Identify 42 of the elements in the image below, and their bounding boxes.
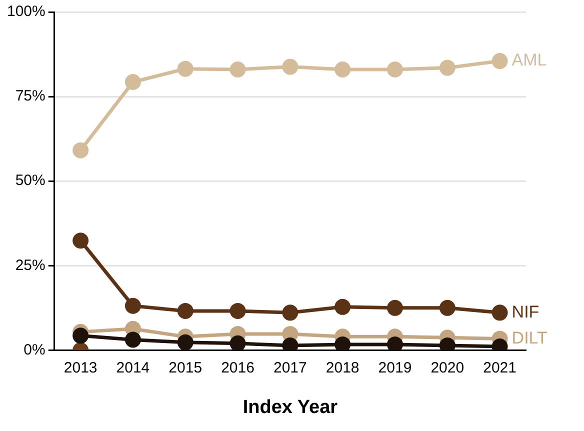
point xyxy=(334,336,351,350)
point xyxy=(386,61,403,78)
point xyxy=(282,58,298,75)
x-tick-label: 2018 xyxy=(326,359,360,376)
x-tick-label: 2016 xyxy=(221,359,254,376)
point xyxy=(386,300,403,316)
point xyxy=(124,74,141,90)
point xyxy=(334,298,351,315)
series-label: AML xyxy=(512,50,547,70)
point xyxy=(282,304,298,321)
point xyxy=(177,302,194,319)
x-tick-label: 2017 xyxy=(273,359,307,376)
series-label: DILT xyxy=(512,328,548,348)
point xyxy=(492,304,508,321)
point xyxy=(230,335,246,350)
point xyxy=(124,332,141,348)
point xyxy=(230,302,246,319)
point xyxy=(492,53,508,70)
y-tick-label: 0% xyxy=(24,341,46,358)
point xyxy=(439,300,456,316)
point xyxy=(386,336,403,350)
x-tick-label: 2021 xyxy=(483,359,516,376)
point xyxy=(230,61,246,78)
point xyxy=(334,61,351,78)
y-tick-label: 75% xyxy=(15,88,46,105)
x-axis-title: Index Year xyxy=(242,396,338,418)
series-label: NIF xyxy=(512,302,540,322)
point xyxy=(72,142,89,158)
point xyxy=(72,328,89,344)
y-tick-label: 50% xyxy=(15,172,46,190)
point xyxy=(177,334,194,350)
x-tick-label: 2019 xyxy=(378,359,412,376)
point xyxy=(72,232,89,249)
x-tick-label: 2020 xyxy=(430,359,464,376)
x-tick-label: 2013 xyxy=(64,359,98,376)
y-tick-label: 100% xyxy=(6,3,46,20)
point xyxy=(124,298,141,314)
x-tick-label: 2015 xyxy=(168,359,202,376)
x-tick-label: 2014 xyxy=(116,359,150,376)
point xyxy=(177,60,194,77)
point xyxy=(439,60,456,76)
y-tick-label: 25% xyxy=(15,256,46,274)
